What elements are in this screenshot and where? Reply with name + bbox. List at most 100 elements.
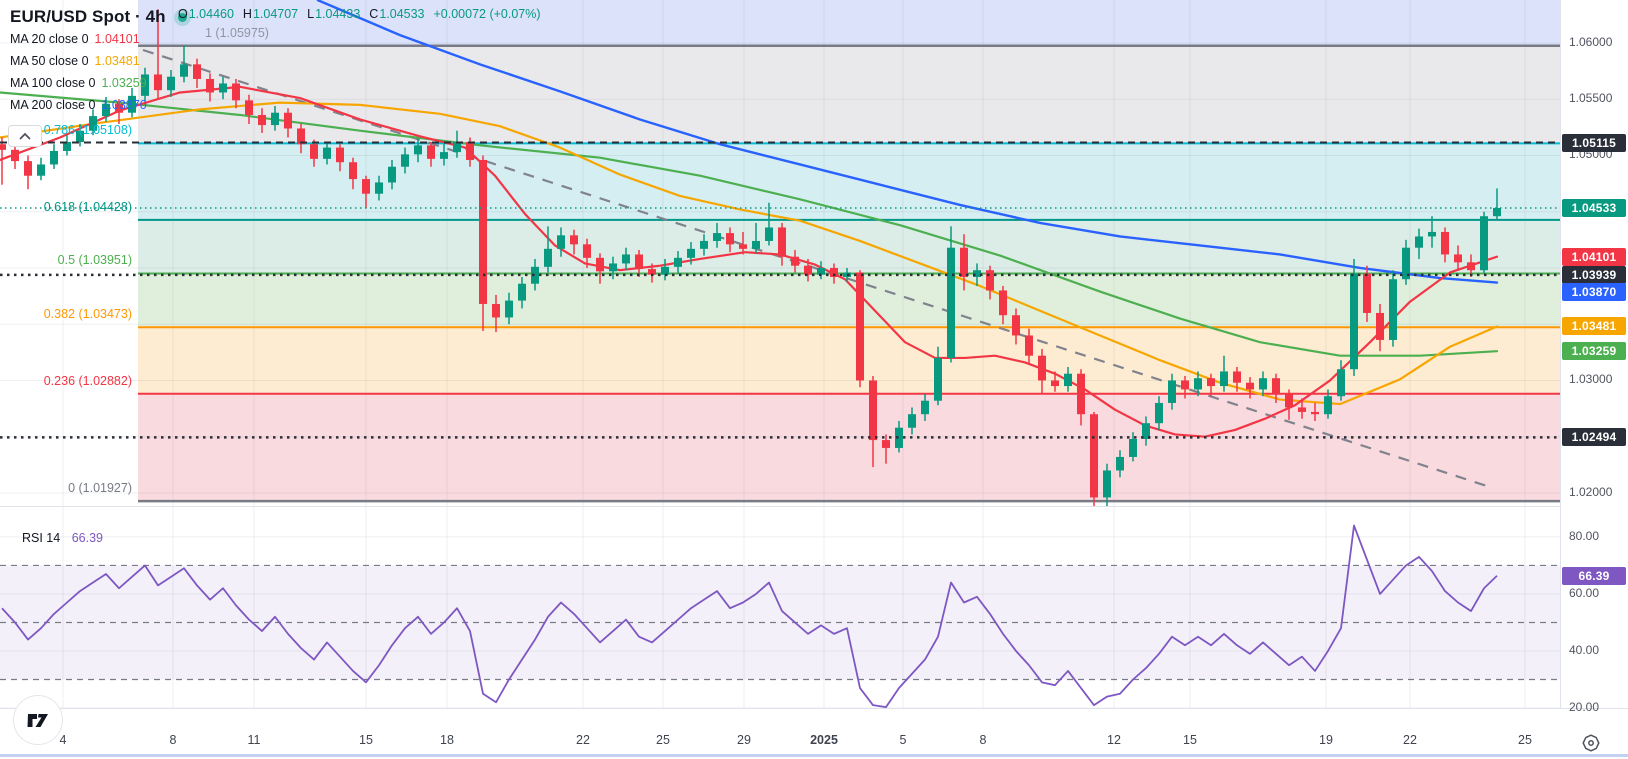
candle [1038, 355, 1046, 381]
rsi-value: 66.39 [71, 531, 103, 545]
candle [895, 427, 903, 448]
candle [973, 270, 981, 277]
rsi-axis-label: 60.00 [1569, 585, 1600, 600]
candle [362, 179, 370, 194]
ma-legend-item[interactable]: MA 50 close 0 1.03481 [10, 54, 140, 68]
rsi-line [1, 524, 1498, 709]
candle [245, 100, 253, 115]
candle [726, 233, 734, 245]
pane-separator[interactable] [0, 506, 1560, 507]
time-axis-label: 12 [1107, 733, 1121, 747]
ohlc-legend: O1.04460 H1.04707 L1.04433 C1.04533 +0.0… [178, 7, 541, 21]
price-axis-label: 1.03000 [1569, 372, 1613, 387]
candle [674, 257, 682, 267]
candle [479, 159, 487, 304]
price-axis-badge: 1.04533 [1562, 199, 1626, 217]
time-axis-label: 8 [979, 733, 987, 747]
time-axis-separator [0, 708, 1628, 709]
candle [50, 150, 58, 165]
candle [1233, 371, 1241, 383]
candle [193, 64, 201, 79]
candle [804, 265, 812, 275]
candle [1285, 393, 1293, 408]
candle [206, 78, 214, 93]
candle [882, 440, 890, 448]
candle [947, 247, 955, 358]
rsi-axis-label: 20.00 [1569, 700, 1600, 714]
price-axis-separator [1560, 0, 1561, 708]
symbol-legend: EUR/USD Spot · 4h [10, 5, 187, 29]
candle [700, 240, 708, 249]
time-axis-label: 15 [1183, 733, 1197, 747]
ma-legend-label: MA 20 close 0 [10, 32, 89, 46]
candle [414, 145, 422, 155]
candle [1441, 231, 1449, 255]
candle [518, 283, 526, 301]
fib-band [138, 393, 1560, 502]
tradingview-logo[interactable] [13, 695, 63, 745]
candle [1103, 470, 1111, 498]
candle [687, 248, 695, 258]
ma-legend-item[interactable]: MA 20 close 0 1.04101 [10, 32, 140, 46]
ma-legend-label: MA 100 close 0 [10, 76, 96, 90]
time-axis-label: 15 [359, 733, 373, 747]
candle [375, 182, 383, 194]
ma-legend-value: 1.03870 [101, 98, 147, 112]
open-value: 1.04460 [188, 7, 234, 21]
candle [141, 74, 149, 96]
candle [37, 164, 45, 176]
price-axis-label: 1.05500 [1569, 91, 1613, 106]
candle [648, 269, 656, 275]
time-axis-settings-button[interactable] [1578, 731, 1604, 755]
candle [1129, 438, 1137, 457]
candle [1428, 231, 1436, 237]
candle [661, 266, 669, 275]
candle [869, 380, 877, 441]
time-axis-label: 22 [576, 733, 590, 747]
candle [1311, 411, 1319, 415]
market-status-icon[interactable] [177, 12, 187, 22]
candle [557, 235, 565, 249]
candle [115, 103, 123, 113]
bottom-accent-strip [0, 754, 1628, 757]
tradingview-logo-icon [27, 714, 48, 727]
candle [934, 357, 942, 401]
ma-legend-item[interactable]: MA 200 close 0 1.03870 [10, 98, 147, 112]
candle [596, 257, 604, 272]
candle [960, 247, 968, 277]
candle [752, 240, 760, 249]
candle [544, 248, 552, 267]
candle [258, 114, 266, 126]
symbol-title[interactable]: EUR/USD Spot · 4h [10, 7, 166, 26]
time-axis-label: 2025 [810, 733, 838, 747]
candle [63, 141, 71, 151]
price-axis-badge: 1.04101 [1562, 248, 1626, 266]
candle [492, 303, 500, 318]
candle [102, 103, 110, 117]
time-axis-label: 25 [1518, 733, 1532, 747]
high-label: H [242, 7, 252, 21]
candle [401, 154, 409, 167]
rsi-axis-label: 80.00 [1569, 528, 1600, 543]
rsi-legend[interactable]: RSI 14 66.39 [22, 531, 103, 545]
fib-level-label: 0.618 (1.04428) [43, 199, 132, 214]
candle [830, 267, 838, 277]
collapse-pane-button[interactable] [8, 125, 42, 147]
candle [1012, 315, 1020, 336]
candle [232, 83, 240, 101]
fib-level-label: 0.382 (1.03473) [43, 307, 132, 322]
low-label: L [307, 7, 315, 21]
candle [1402, 247, 1410, 280]
fib-level-label: 0.236 (1.02882) [43, 373, 132, 388]
ma-legend-label: MA 50 close 0 [10, 54, 89, 68]
candle [180, 64, 188, 77]
fib-band [138, 219, 1560, 274]
candle [427, 145, 435, 159]
candle [1220, 371, 1228, 387]
price-axis-badge: 1.03870 [1562, 283, 1626, 301]
ma-legend-item[interactable]: MA 100 close 0 1.03259 [10, 76, 147, 90]
candle [1493, 208, 1501, 217]
candle [1467, 262, 1475, 271]
ma-legend-value: 1.04101 [94, 32, 140, 46]
